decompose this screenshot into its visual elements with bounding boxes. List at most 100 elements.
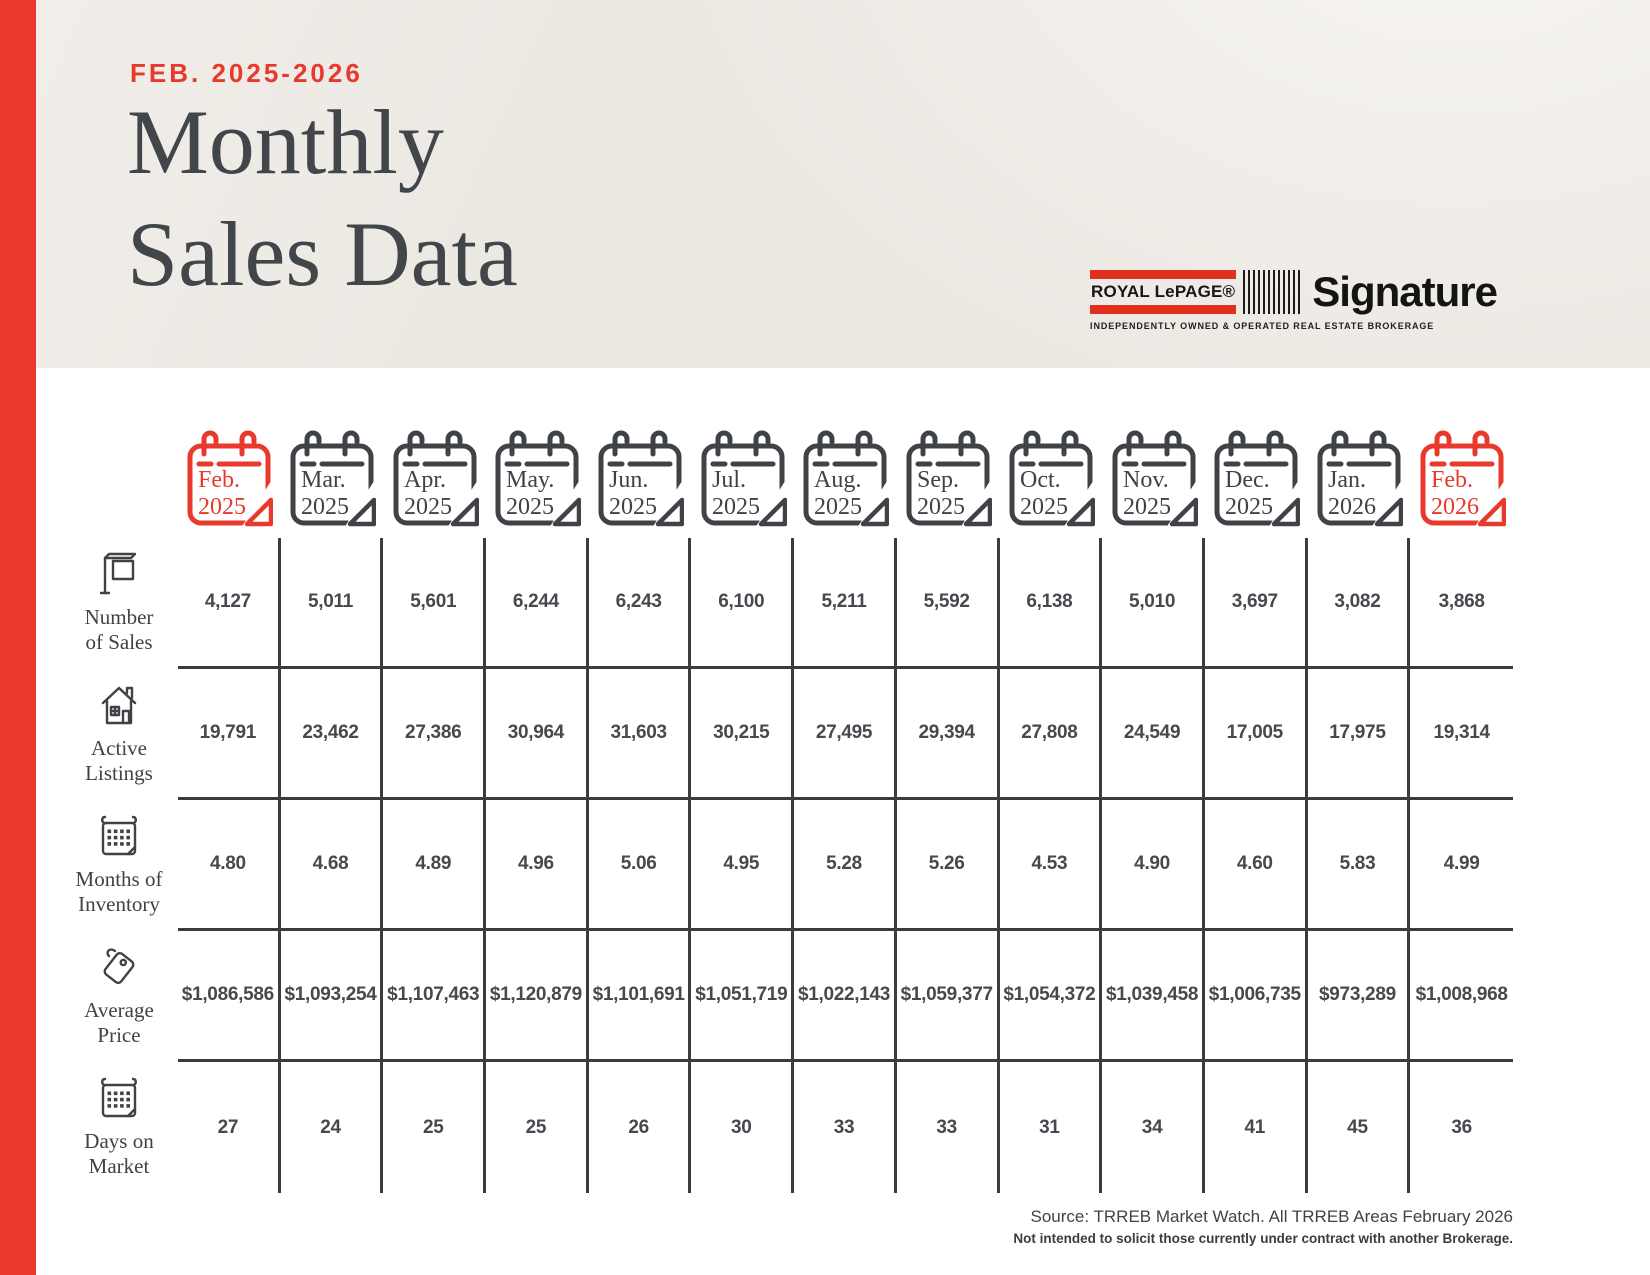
svg-text:2025: 2025	[301, 494, 349, 520]
table-cell: 31	[1000, 1062, 1103, 1193]
month-header-may-2025: May. 2025	[486, 405, 589, 538]
table-cell: 5,592	[896, 538, 1000, 669]
svg-text:Oct.: Oct.	[1020, 467, 1061, 493]
svg-text:Jul.: Jul.	[712, 467, 746, 493]
table-cell: 36	[1451, 1116, 1472, 1138]
table-cell: 27	[178, 1062, 281, 1193]
logo-main-row: ROYAL LePAGE® Signature	[1090, 270, 1498, 314]
svg-text:2026: 2026	[1328, 494, 1376, 520]
table-cell: 4.90	[1102, 800, 1205, 931]
svg-text:2025: 2025	[1225, 494, 1273, 520]
source-note: Source: TRREB Market Watch. All TRREB Ar…	[1030, 1207, 1513, 1226]
svg-text:Feb.: Feb.	[1431, 467, 1473, 493]
month-header-sep-2025: Sep. 2025	[897, 405, 1000, 538]
svg-text:2025: 2025	[404, 494, 452, 520]
table-cell: 6,244	[486, 538, 589, 669]
table-cell: 30,215	[691, 669, 795, 800]
calendar-icon: May.2025	[495, 430, 582, 528]
table-cell: 3,697	[1204, 538, 1308, 669]
table-cell: 5,011	[280, 538, 384, 669]
calendar-icon: Nov.2025	[1112, 430, 1198, 528]
table-cell: 34	[1102, 1062, 1205, 1193]
table-cell: 45	[1308, 1062, 1411, 1193]
table-cell: 4.53	[999, 800, 1103, 931]
table-cell: $1,059,377	[896, 931, 1000, 1062]
left-accent-bar	[0, 0, 36, 1275]
table-cell: 5.06	[588, 800, 692, 931]
svg-text:2025: 2025	[1123, 494, 1171, 520]
table-cell: 23,462	[280, 669, 384, 800]
table-cell: 27,495	[794, 669, 897, 800]
royal-lepage-signature-logo: ROYAL LePAGE® Signature INDEPENDENTLY OW…	[1090, 270, 1498, 331]
calendar-icon: Oct.2025	[1009, 430, 1095, 528]
table-cell: 5,601	[383, 538, 487, 669]
table-cell: $1,051,719	[691, 931, 795, 1062]
logo-stripes-pattern	[1243, 270, 1302, 314]
calendar-icon: Apr.2025	[393, 430, 479, 528]
royal-lepage-mark: ROYAL LePAGE®	[1090, 270, 1237, 314]
row-label-days-on-market: Days on Market	[60, 1062, 178, 1193]
calendar-icon: Dec.2025	[1214, 430, 1301, 528]
table-cell: 4.68	[280, 800, 384, 931]
table-cell: 3,082	[1307, 538, 1411, 669]
table-cell: 3,868	[1410, 538, 1513, 669]
table-cell: 19,314	[1410, 669, 1513, 800]
svg-text:2025: 2025	[917, 494, 965, 520]
calendar-icon: Feb.2025	[187, 430, 274, 528]
title-line-2: Sales Data	[127, 203, 518, 306]
svg-text:Mar.: Mar.	[301, 467, 346, 493]
header-corner-spacer	[60, 405, 178, 538]
calendar-grid-icon	[101, 1077, 137, 1118]
date-range-eyebrow: FEB. 2025-2026	[130, 58, 363, 88]
month-header-oct-2025: Oct. 2025	[1000, 405, 1103, 538]
svg-text:2025: 2025	[814, 494, 862, 520]
svg-text:2025: 2025	[712, 494, 760, 520]
calendar-dots	[107, 1091, 130, 1108]
svg-text:Aug.: Aug.	[814, 467, 861, 493]
calendar-icon: Jul.2025	[701, 430, 787, 528]
table-cell: 4.95	[691, 800, 795, 931]
table-cell: 4.99	[1410, 800, 1513, 931]
row-active-listings: Active Listings 19,791 23,462 27,386 30,9…	[60, 669, 1513, 800]
table-cell: $1,006,735	[1204, 931, 1308, 1062]
svg-text:2025: 2025	[1020, 494, 1068, 520]
month-header-jul-2025: Jul. 2025	[691, 405, 794, 538]
table-cell: 41	[1205, 1062, 1308, 1193]
row-label-average-price: Average Price	[60, 931, 178, 1062]
page-title: Monthly Sales Data	[127, 86, 518, 310]
table-cell: 4.60	[1204, 800, 1308, 931]
disclaimer-note: Not intended to solicit those currently …	[1013, 1231, 1513, 1246]
row-label-text: Average Price	[84, 998, 154, 1047]
table-cell: 6,243	[588, 538, 692, 669]
month-header-jun-2025: Jun. 2025	[589, 405, 692, 538]
row-label-text: Number of Sales	[84, 605, 154, 654]
svg-text:2025: 2025	[506, 494, 554, 520]
table-cell: 24,549	[1102, 669, 1205, 800]
svg-text:Sep.: Sep.	[917, 467, 959, 493]
table-cell: 30	[691, 1062, 795, 1193]
month-header-nov-2025: Nov. 2025	[1102, 405, 1205, 538]
sales-data-table: Feb. 2025 Mar. 2025 Apr. 2025 May. 2025 Jun.…	[60, 405, 1513, 1193]
row-label-text: Days on Market	[84, 1129, 154, 1178]
table-cell: 4.96	[486, 800, 589, 931]
table-cell: 17,975	[1307, 669, 1411, 800]
calendar-icon: Jan.2026	[1317, 430, 1403, 528]
footer: Source: TRREB Market Watch. All TRREB Ar…	[60, 1207, 1513, 1246]
table-cell: 24	[281, 1062, 384, 1193]
month-header-apr-2025: Apr. 2025	[383, 405, 486, 538]
row-label-active-listings: Active Listings	[60, 669, 178, 800]
table-cell: 5,010	[1102, 538, 1205, 669]
month-header-feb-2025: Feb. 2025	[178, 405, 281, 538]
house-icon	[101, 686, 137, 725]
table-cell: 5.28	[794, 800, 897, 931]
svg-text:Feb.: Feb.	[198, 467, 240, 493]
table-cell: 33	[897, 1062, 1000, 1193]
svg-text:Apr.: Apr.	[404, 467, 446, 493]
table-cell: 33	[794, 1062, 897, 1193]
table-cell: 25	[486, 1062, 589, 1193]
calendar-icon: Mar.2025	[290, 430, 377, 528]
table-cell: 4,127	[178, 538, 281, 669]
svg-text:Nov.: Nov.	[1123, 467, 1169, 493]
svg-text:Jan.: Jan.	[1328, 467, 1366, 493]
logo-brand-text: ROYAL LePAGE®	[1091, 282, 1236, 301]
